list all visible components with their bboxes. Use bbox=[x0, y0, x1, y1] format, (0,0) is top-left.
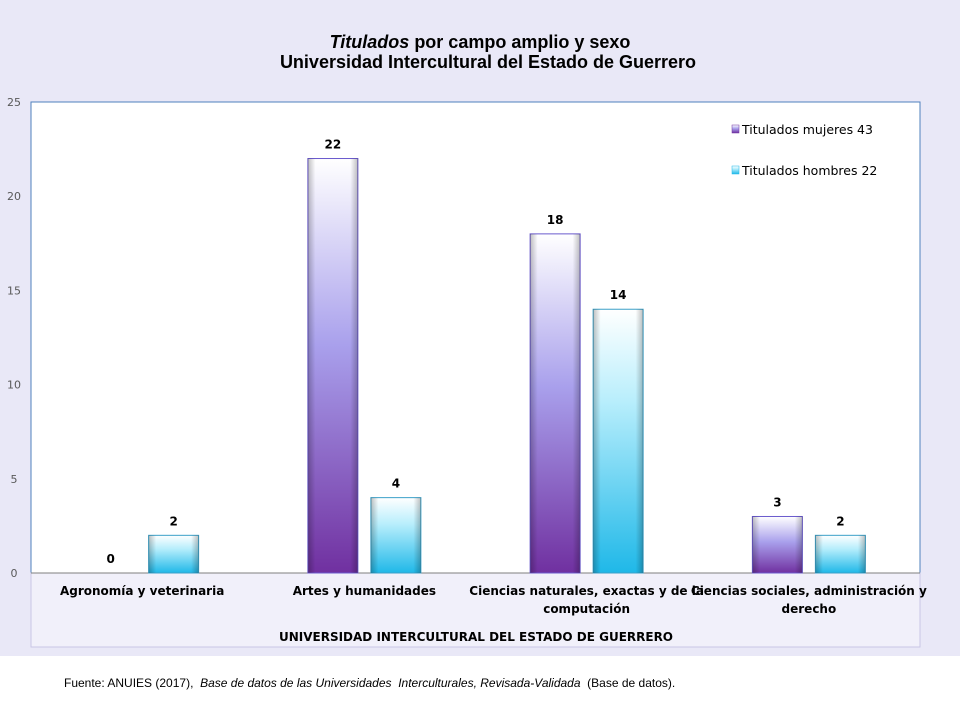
data-label-women: 22 bbox=[325, 138, 342, 152]
legend-swatch-women bbox=[731, 124, 740, 134]
bars bbox=[148, 158, 866, 574]
legend-swatch-men bbox=[731, 165, 740, 175]
source-note: Fuente: ANUIES (2017), Base de datos de … bbox=[64, 676, 675, 690]
y-tick-label: 10 bbox=[7, 379, 21, 392]
legend: Titulados mujeres 43 Titulados hombres 2… bbox=[731, 122, 877, 178]
chart-title-rest: por campo amplio y sexo bbox=[409, 32, 630, 52]
chart-title-line2: Universidad Intercultural del Estado de … bbox=[280, 52, 696, 72]
y-tick-label: 5 bbox=[11, 473, 18, 486]
source-prefix: Fuente: ANUIES (2017), bbox=[64, 676, 201, 690]
source-suffix: (Base de datos). bbox=[580, 676, 676, 690]
source-title: Base de datos de las Universidades Inter… bbox=[200, 676, 581, 690]
category-label: derecho bbox=[782, 602, 837, 616]
category-label: Artes y humanidades bbox=[293, 584, 436, 598]
category-label: computación bbox=[543, 602, 630, 616]
legend-label-women: Titulados mujeres 43 bbox=[741, 122, 873, 137]
category-label: Ciencias sociales, administración y bbox=[691, 584, 927, 598]
bar-shading bbox=[530, 233, 581, 573]
data-label-men: 2 bbox=[836, 514, 844, 528]
group-axis-label: UNIVERSIDAD INTERCULTURAL DEL ESTADO DE … bbox=[279, 630, 673, 644]
bar-chart: Titulados por campo amplio y sexo Univer… bbox=[7, 32, 927, 648]
chart-title-line1: Titulados por campo amplio y sexo bbox=[330, 32, 631, 52]
data-label-men: 2 bbox=[169, 514, 177, 528]
legend-label-men: Titulados hombres 22 bbox=[741, 163, 877, 178]
chart-frame: Titulados por campo amplio y sexo Univer… bbox=[0, 0, 960, 656]
data-label-women: 3 bbox=[773, 495, 781, 509]
category-label: Agronomía y veterinaria bbox=[60, 584, 224, 598]
bar-shading bbox=[752, 516, 803, 573]
legend-item-women: Titulados mujeres 43 bbox=[731, 122, 873, 137]
bar-shading bbox=[148, 535, 199, 573]
y-tick-label: 15 bbox=[7, 284, 21, 297]
data-label-women: 0 bbox=[106, 552, 114, 566]
bar-shading bbox=[593, 309, 644, 573]
chart-title-italic: Titulados bbox=[330, 32, 410, 52]
y-tick-label: 20 bbox=[7, 190, 21, 203]
category-label: Ciencias naturales, exactas y de la bbox=[469, 584, 704, 598]
plot-area bbox=[30, 101, 921, 574]
y-tick-label: 0 bbox=[11, 567, 18, 580]
category-labels: Agronomía y veterinaria Artes y humanidad… bbox=[60, 584, 927, 616]
y-axis-ticks: 0 5 10 15 20 25 bbox=[7, 96, 21, 580]
data-label-men: 14 bbox=[610, 288, 627, 302]
y-tick-label: 25 bbox=[7, 96, 21, 109]
bar-shading bbox=[307, 158, 358, 573]
data-label-men: 4 bbox=[392, 477, 400, 491]
legend-item-men: Titulados hombres 22 bbox=[731, 163, 877, 178]
bar-shading bbox=[815, 535, 866, 573]
category-axis-area bbox=[30, 572, 921, 648]
bar-shading bbox=[370, 497, 421, 573]
data-label-women: 18 bbox=[547, 213, 564, 227]
